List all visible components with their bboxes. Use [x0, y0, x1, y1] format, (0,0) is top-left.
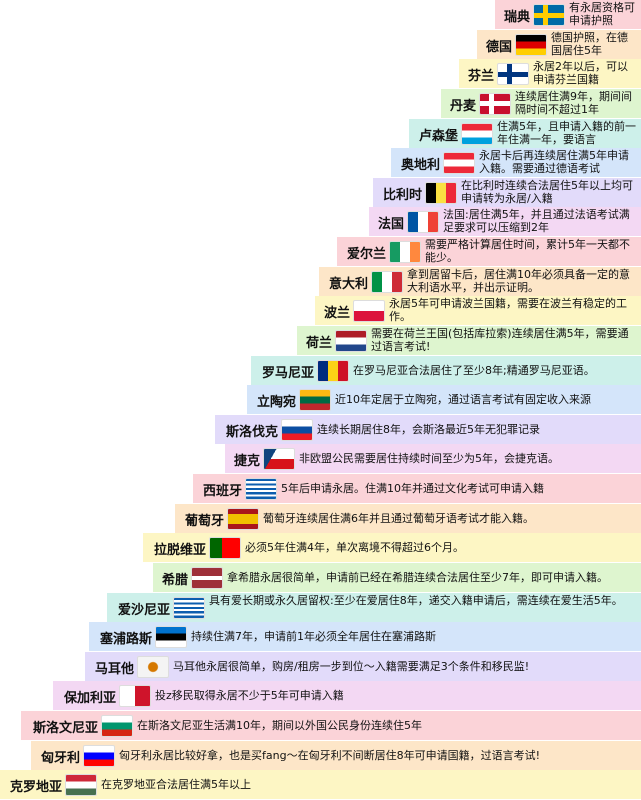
country-name: 葡萄牙 [184, 513, 224, 529]
flag [353, 300, 385, 323]
description: 匈牙利永居比较好拿，也是买fang～在匈牙利不间断居住8年可申请国籍，过语言考试… [119, 748, 540, 762]
description: 德国护照，在德国居住5年 [551, 30, 628, 57]
row-band [409, 118, 641, 148]
description: 5年后申请永居。住满10年并通过文化考试可申请入籍 [281, 482, 544, 496]
flag [155, 626, 187, 649]
description: 非欧盟公民需要居住持续时间至少为5年，会捷克语。 [299, 452, 559, 466]
description: 必须5年住满4年，单次离境不得超过6个月。 [245, 541, 464, 555]
flag [209, 537, 241, 560]
country-name: 法国 [377, 217, 404, 233]
country-name: 立陶宛 [256, 395, 296, 411]
description: 葡萄牙连续居住满6年并且通过葡萄牙语考试才能入籍。 [263, 511, 534, 525]
description: 住满5年，且申请入籍的前一年住满一年，要语言 [497, 119, 636, 146]
flag [245, 478, 277, 501]
row-band [441, 88, 641, 118]
country-name: 德国 [485, 39, 512, 55]
description: 需要在荷兰王国(包括库拉索)连续居住满5年，需要通过语言考试! [371, 326, 629, 353]
flag [317, 359, 349, 382]
description: 永居5年可申请波兰国籍，需要在波兰有稳定的工作。 [389, 297, 627, 324]
description: 拿到居留卡后，居住满10年必须具备一定的意大利语水平，并出示证明。 [407, 267, 630, 294]
row-band [459, 59, 641, 89]
description: 马耳他永居很简单，购房/租房一步到位～入籍需要满足3个条件和移民监! [173, 659, 530, 673]
row-band [31, 740, 641, 770]
row-band [477, 29, 641, 59]
country-name: 马耳他 [94, 661, 134, 677]
flag [515, 33, 547, 56]
description: 需要严格计算居住时间，累计5年一天都不能少。 [425, 238, 630, 265]
flag [443, 152, 475, 175]
row-band [0, 770, 641, 800]
country-name: 卢森堡 [418, 128, 458, 144]
flag [533, 4, 565, 26]
country-name: 爱尔兰 [346, 247, 386, 263]
row-band [153, 562, 641, 592]
description: 连续长期居住8年，会斯洛最近5年无犯罪记录 [317, 422, 540, 436]
description: 具有爱长期或永久居留权:至少在爱居住8年，递交入籍申请后，需连续在爱生活5年。 [209, 593, 623, 607]
row-band [495, 0, 641, 29]
flag [191, 566, 223, 589]
description: 拿希腊永居很简单，申请前已经在希腊连续合法居住至少7年，即可申请入籍。 [227, 570, 608, 584]
flag [263, 448, 295, 471]
country-name: 芬兰 [467, 69, 494, 85]
country-name: 保加利亚 [63, 691, 116, 707]
description: 永居2年以后，可以申请芬兰国籍 [533, 60, 628, 87]
flag [173, 596, 205, 619]
flag [101, 715, 133, 738]
flag [479, 92, 511, 115]
country-name: 匈牙利 [40, 750, 80, 766]
country-name: 瑞典 [503, 10, 530, 25]
country-name: 丹麦 [449, 98, 476, 114]
country-name: 克罗地亚 [9, 780, 62, 796]
row-band [373, 177, 641, 207]
flag [119, 685, 151, 708]
flag [227, 507, 259, 530]
description: 投z移民取得永居不少于5年可申请入籍 [155, 689, 344, 703]
flag [281, 418, 313, 441]
flag [65, 774, 97, 797]
country-name: 罗马尼亚 [261, 365, 314, 381]
flag [137, 655, 169, 678]
country-name: 西班牙 [202, 484, 242, 500]
country-name: 意大利 [328, 276, 368, 292]
country-name: 比利时 [382, 187, 422, 203]
row-band [85, 651, 641, 681]
description: 在斯洛文尼亚生活满10年，期间以外国公民身份连续住5年 [137, 719, 422, 733]
country-name: 斯洛文尼亚 [32, 721, 98, 737]
row-band [391, 148, 641, 178]
flag [83, 744, 115, 767]
country-name: 希腊 [161, 572, 188, 588]
description: 近10年定居于立陶宛，通过语言考试有固定收入来源 [335, 393, 591, 407]
country-name: 拉脱维亚 [153, 543, 206, 559]
flag [461, 122, 493, 145]
country-name: 爱沙尼亚 [117, 602, 170, 618]
description: 法国:居住满5年，并且通过法语考试满足要求可以压缩到2年 [443, 208, 630, 235]
row-band [337, 237, 641, 267]
flag [407, 211, 439, 234]
description: 在罗马尼亚合法居住了至少8年;精通罗马尼亚语。 [353, 363, 595, 377]
row-band [53, 681, 641, 711]
flag [425, 181, 457, 204]
flag [335, 329, 367, 352]
description: 连续居住满9年，期间间隔时间不超过1年 [515, 89, 632, 116]
description: 在克罗地亚合法居住满5年以上 [101, 778, 251, 792]
description: 永居卡后再连续居住满5年申请入籍。需要通过德语考试 [479, 149, 629, 176]
flag [371, 270, 403, 293]
description: 有永居资格可申请护照 [569, 1, 635, 27]
country-name: 塞浦路斯 [99, 632, 152, 648]
country-name: 奥地利 [400, 158, 440, 174]
description: 在比利时连续合法居住5年以上均可申请转为永居/入籍 [461, 178, 633, 205]
flag [497, 63, 529, 86]
flag [389, 241, 421, 264]
country-name: 捷克 [233, 454, 260, 470]
description: 持续住满7年，申请前1年必须全年居住在塞浦路斯 [191, 630, 436, 644]
country-name: 斯洛伐克 [225, 424, 278, 440]
flag [299, 389, 331, 412]
country-name: 波兰 [323, 306, 350, 322]
row-band [251, 355, 641, 385]
country-name: 荷兰 [305, 335, 332, 351]
